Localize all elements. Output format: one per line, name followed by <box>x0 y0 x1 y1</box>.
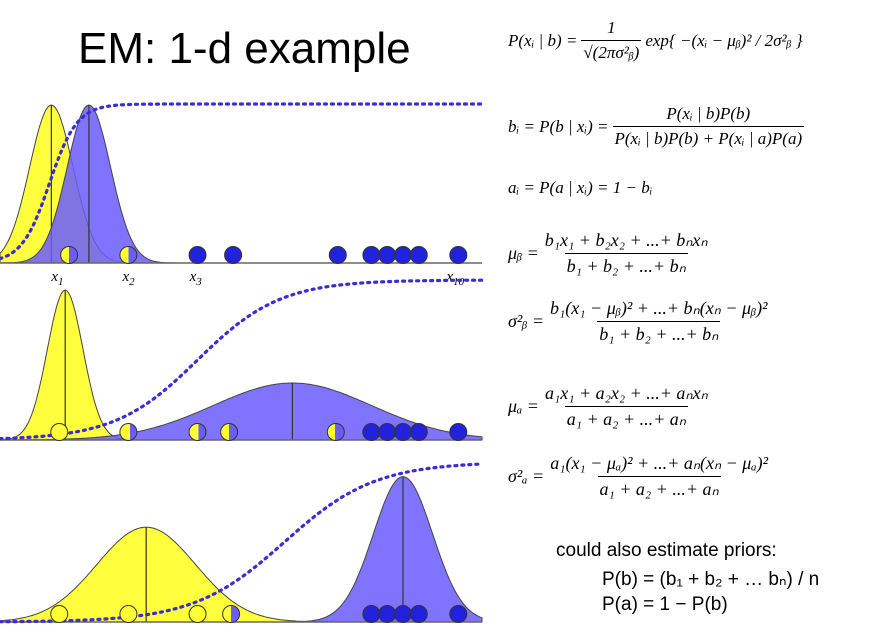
data-point <box>362 423 381 441</box>
data-point <box>119 246 138 264</box>
data-point <box>449 605 468 623</box>
data-point <box>188 605 207 623</box>
mu-b-denominator: b₁ + b₂ + ...+ bₙ <box>564 253 688 277</box>
data-point <box>188 246 207 264</box>
a-i-equation: aᵢ = P(a | xᵢ) = 1 − bᵢ <box>508 178 652 198</box>
axis-label: x10 <box>445 269 464 288</box>
sigma-b-lhs: σ²ᵦ = <box>508 311 545 331</box>
data-point <box>449 423 468 441</box>
data-point <box>188 423 207 441</box>
b-i-lhs: bᵢ = P(b | xᵢ) = <box>508 116 609 136</box>
axis-label: x3 <box>189 269 203 288</box>
sigma-b-equation: σ²ᵦ = b₁(x₁ − μᵦ)² + ...+ bₙ(xₙ − μᵦ)² b… <box>508 298 774 345</box>
mu-b-fraction: b₁x₁ + b₂x₂ + ...+ bₙxₙ b₁ + b₂ + ...+ b… <box>543 230 710 277</box>
prior-b-formula: P(b) = (b₁ + b₂ + … bₙ) / n <box>602 569 820 590</box>
sigma-b-denominator: b₁ + b₂ + ...+ bₙ <box>597 321 721 345</box>
data-point <box>326 423 345 441</box>
data-point <box>378 246 397 264</box>
mu-a-fraction: a₁x₁ + a₂x₂ + ...+ aₙxₙ a₁ + a₂ + ...+ a… <box>543 383 710 430</box>
likelihood-coef-den: √(2πσ²ᵦ) <box>581 40 642 63</box>
data-point <box>449 246 468 264</box>
data-point <box>378 605 397 623</box>
data-point <box>60 246 79 264</box>
likelihood-lhs: P(xᵢ | b) = <box>508 30 578 50</box>
data-point <box>409 246 428 264</box>
sigma-a-fraction: a₁(x₁ − μₐ)² + ...+ aₙ(xₙ − μₐ)² a₁ + a₂… <box>548 453 770 500</box>
axis-label: x1 <box>50 269 63 288</box>
mu-a-numerator: a₁x₁ + a₂x₂ + ...+ aₙxₙ <box>544 383 708 403</box>
mu-a-equation: μₐ = a₁x₁ + a₂x₂ + ...+ aₙxₙ a₁ + a₂ + .… <box>508 383 714 430</box>
mu-b-lhs: μᵦ = <box>508 243 539 263</box>
sigma-a-numerator: a₁(x₁ − μₐ)² + ...+ aₙ(xₙ − μₐ)² <box>550 453 768 473</box>
posterior-dotted-curve <box>0 102 484 261</box>
posterior-dotted-curve <box>0 278 484 441</box>
mu-b-equation: μᵦ = b₁x₁ + b₂x₂ + ...+ bₙxₙ b₁ + b₂ + .… <box>508 230 714 277</box>
b-i-denominator: P(xᵢ | b)P(b) + P(xᵢ | a)P(a) <box>612 126 805 149</box>
data-point <box>224 246 243 264</box>
data-point <box>393 605 412 623</box>
panel-iteration-3 <box>0 462 484 624</box>
panel-iteration-1: x1 x2 x3 x10 <box>0 102 484 288</box>
b-i-numerator: P(xᵢ | b)P(b) <box>666 104 751 123</box>
sigma-a-denominator: a₁ + a₂ + ...+ aₙ <box>597 476 721 500</box>
gaussian-b-curve <box>0 382 483 441</box>
slide-title: EM: 1-d example <box>78 24 411 73</box>
sigma-b-fraction: b₁(x₁ − μᵦ)² + ...+ bₙ(xₙ − μᵦ)² b₁ + b₂… <box>548 298 770 345</box>
data-point <box>409 423 428 441</box>
sigma-a-lhs: σ²ₐ = <box>508 466 545 486</box>
sigma-b-numerator: b₁(x₁ − μᵦ)² + ...+ bₙ(xₙ − μᵦ)² <box>550 298 768 318</box>
mu-a-lhs: μₐ = <box>508 396 539 416</box>
likelihood-coef-num: 1 <box>607 18 616 37</box>
data-point <box>50 605 69 623</box>
likelihood-coefficient: 1 √(2πσ²ᵦ) <box>581 18 642 63</box>
sigma-a-equation: σ²ₐ = a₁(x₁ − μₐ)² + ...+ aₙ(xₙ − μₐ)² a… <box>508 453 774 500</box>
data-point <box>220 423 239 441</box>
data-point <box>409 605 428 623</box>
likelihood-exponent: exp{ −(xᵢ − μᵦ)² / 2σ²ᵦ } <box>645 30 803 50</box>
mu-a-denominator: a₁ + a₂ + ...+ aₙ <box>564 406 688 430</box>
b-i-equation: bᵢ = P(b | xᵢ) = P(xᵢ | b)P(b) P(xᵢ | b)… <box>508 104 808 149</box>
data-point <box>119 605 138 623</box>
data-point <box>362 605 381 623</box>
panel-iteration-2 <box>0 278 484 441</box>
data-point <box>50 423 69 441</box>
data-point <box>328 246 347 264</box>
axis-label: x2 <box>121 269 135 288</box>
data-point <box>119 423 138 441</box>
data-point <box>222 605 241 623</box>
data-point <box>393 246 412 264</box>
prior-a-formula: P(a) = 1 − P(b) <box>602 594 728 615</box>
mu-b-numerator: b₁x₁ + b₂x₂ + ...+ bₙxₙ <box>544 230 708 250</box>
posterior-dotted-curve <box>0 462 484 624</box>
data-point <box>362 246 381 264</box>
priors-heading: could also estimate priors: <box>556 540 777 561</box>
likelihood-equation: P(xᵢ | b) = 1 √(2πσ²ᵦ) exp{ −(xᵢ − μᵦ)² … <box>508 18 803 63</box>
data-point <box>393 423 412 441</box>
a-i-text: aᵢ = P(a | xᵢ) = 1 − bᵢ <box>508 178 653 197</box>
data-point <box>378 423 397 441</box>
b-i-fraction: P(xᵢ | b)P(b) P(xᵢ | b)P(b) + P(xᵢ | a)P… <box>612 104 805 149</box>
